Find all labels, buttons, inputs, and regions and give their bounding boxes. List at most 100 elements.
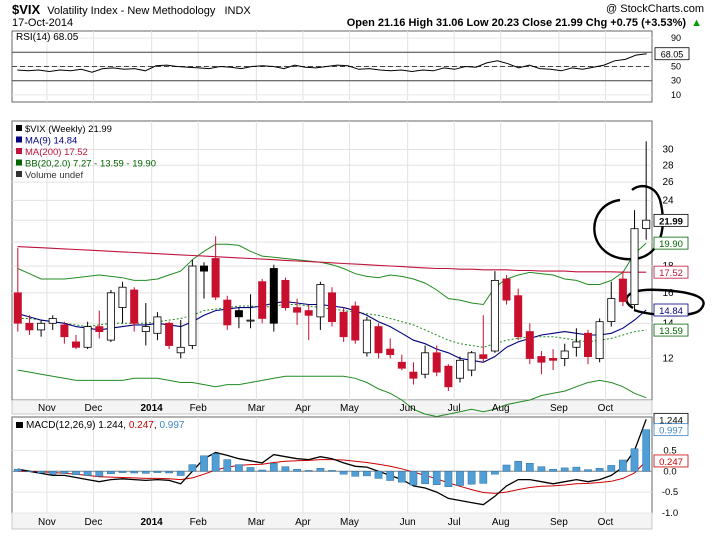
macd-histogram-bar	[223, 459, 232, 472]
price-legend-entry: MA(9) 14.84	[25, 136, 77, 147]
candle-body	[572, 341, 581, 348]
candle-body	[432, 352, 441, 373]
macd-value-label: 0.997	[659, 426, 683, 437]
macd-histogram-bar	[107, 471, 115, 475]
candle-body	[234, 310, 243, 318]
candle-body	[630, 228, 639, 305]
candle-body	[421, 352, 430, 375]
macd-histogram-bar	[363, 471, 371, 477]
price-x-tick-label: Aug	[492, 403, 510, 414]
price-x-tick-label: Jun	[400, 403, 416, 414]
price-x-tick-label: May	[340, 403, 359, 414]
macd-histogram-bar	[514, 460, 523, 472]
candle-body	[269, 268, 278, 324]
price-value-box	[653, 303, 689, 317]
macd-legend-part: ,	[123, 420, 129, 431]
quote-values: Open 21.16 High 31.06 Low 20.23 Close 21…	[346, 17, 687, 29]
macd-value-label: 1.244	[659, 415, 683, 426]
macd-histogram-bar	[444, 471, 453, 487]
candle-body	[118, 286, 127, 308]
chart-title: $VIX Volatility Index - New Methodology …	[12, 2, 251, 17]
macd-histogram-bar	[141, 471, 150, 474]
macd-histogram-bar	[130, 471, 139, 474]
macd-y-tick-label: 0.5	[663, 445, 676, 456]
price-value-label: 21.99	[659, 216, 683, 227]
candle-body	[199, 265, 208, 272]
macd-histogram-bar	[95, 471, 104, 477]
chart-date: 17-Oct-2014	[12, 17, 74, 29]
price-x-tick-label: Apr	[295, 403, 311, 414]
candle-body	[455, 359, 464, 379]
macd-histogram-bar	[351, 471, 360, 477]
macd-legend-part: 0.997	[159, 420, 184, 431]
macd-value-label: 0.247	[659, 457, 683, 468]
price-legend-swatch	[16, 148, 22, 154]
bb-upper-line	[17, 242, 647, 306]
price-value-box	[653, 213, 689, 227]
macd-histogram-bar	[630, 448, 639, 472]
rsi-legend: RSI(14) 68.05	[16, 32, 79, 43]
macd-histogram-bar	[432, 471, 441, 485]
candle-body	[165, 322, 174, 346]
exchange-code: INDX	[224, 5, 251, 17]
macd-histogram-bar	[13, 468, 22, 472]
candle-body	[60, 324, 69, 338]
macd-x-tick-label: May	[340, 517, 359, 528]
macd-histogram-bar	[281, 466, 290, 472]
macd-histogram-bar	[339, 471, 348, 475]
candle-body	[176, 346, 185, 354]
rsi-y-tick-label: 30	[671, 76, 681, 86]
macd-x-tick-label: Sep	[550, 517, 568, 528]
macd-legend: MACD(12,26,9) 1.244, 0.247, 0.997	[26, 420, 185, 431]
quote-summary: Open 21.16 High 31.06 Low 20.23 Close 21…	[347, 17, 702, 29]
macd-x-tick-label: Nov	[38, 517, 56, 528]
macd-histogram-bar	[304, 470, 313, 472]
macd-histogram-bar	[409, 471, 418, 486]
candle-body	[223, 299, 232, 326]
price-x-tick-label: Nov	[38, 403, 56, 414]
macd-histogram-bar	[328, 470, 336, 472]
macd-histogram-bar	[176, 471, 185, 476]
price-legend-swatch	[16, 171, 22, 177]
candle-body	[106, 292, 115, 341]
macd-histogram-bar	[211, 453, 220, 472]
candle-body	[25, 322, 34, 331]
price-value-label: 19.90	[659, 239, 683, 250]
macd-histogram-bar	[60, 471, 69, 474]
price-legend-swatch	[16, 159, 22, 166]
macd-x-tick-label: Oct	[598, 517, 614, 528]
price-x-tick-label: Mar	[248, 403, 266, 414]
macd-histogram-bar	[153, 471, 162, 473]
macd-x-tick-label: Jun	[400, 517, 416, 528]
price-legend-entry: BB(20,2.0) 7.27 - 13.59 - 19.90	[25, 159, 156, 170]
rsi-y-tick-label: 90	[671, 33, 681, 43]
macd-histogram-bar	[258, 469, 267, 472]
price-legend-swatch	[16, 125, 22, 131]
candle-body	[95, 326, 104, 333]
rsi-line	[17, 53, 647, 73]
price-value-box	[653, 236, 689, 250]
candle-body	[37, 322, 46, 331]
macd-line	[17, 419, 647, 506]
price-legend-swatch	[16, 136, 22, 143]
candle-body	[409, 371, 418, 379]
price-legend-entry: MA(200) 17.52	[25, 147, 88, 158]
macd-histogram-bar	[619, 459, 627, 472]
candle-body	[595, 321, 604, 359]
candle-body	[479, 354, 488, 359]
macd-histogram-bar	[235, 464, 243, 472]
candle-body	[537, 356, 546, 363]
macd-x-tick-label: Jul	[448, 517, 461, 528]
price-y-tick-label: 12	[662, 353, 674, 364]
candle-body	[374, 326, 383, 354]
macd-histogram-bar	[118, 471, 127, 473]
candle-body	[83, 326, 92, 348]
rsi-last-value-box	[654, 47, 690, 61]
candle-body	[130, 289, 139, 324]
price-y-tick-label: 16	[662, 288, 674, 299]
price-y-tick-label: 24	[662, 195, 674, 206]
candle-body	[153, 316, 162, 334]
rsi-y-tick-label: 50	[671, 62, 681, 72]
